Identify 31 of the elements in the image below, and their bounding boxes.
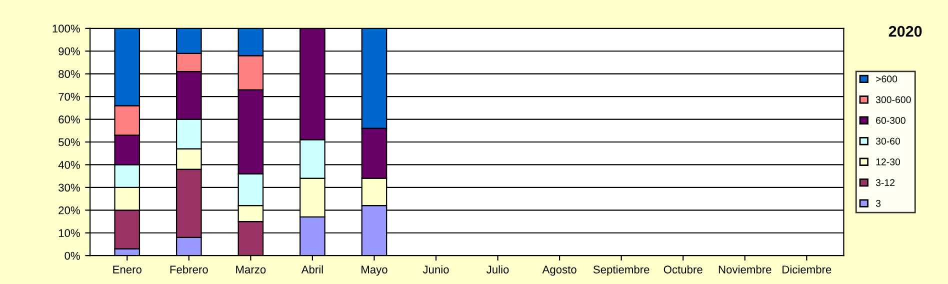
legend-label: 30-60 [876, 138, 900, 145]
y-tick-label: 90% [58, 47, 80, 56]
y-tick-label: 10% [58, 229, 80, 238]
legend-label: 60-300 [876, 116, 906, 124]
x-tick-label: Marzo [236, 266, 266, 274]
x-tick-label: Febrero [170, 265, 208, 274]
text: 2020 [888, 26, 922, 37]
x-tick-label: Diciembre [782, 265, 832, 274]
y-tick-label: 40% [58, 160, 80, 169]
x-tick-label: Abril [301, 265, 323, 274]
legend-label: 12-30 [876, 158, 900, 166]
x-tick-label: Junio [422, 265, 449, 274]
y-tick-label: 50% [58, 138, 80, 146]
x-tick-label: Julio [486, 265, 509, 274]
y-tick-label: 80% [58, 70, 80, 78]
legend-label: >600 [876, 76, 898, 82]
x-tick-label: Agosto [542, 266, 576, 276]
y-tick-label: 70% [58, 92, 80, 101]
y-tick-label: 0% [64, 252, 80, 260]
x-tick-label: Mayo [362, 266, 388, 276]
x-tick-label: Enero [113, 266, 142, 274]
legend-label: 3 [876, 200, 881, 207]
y-tick-label: 100% [52, 24, 80, 33]
legend-label: 3-12 [876, 179, 895, 186]
y-tick-label: 30% [58, 184, 80, 192]
x-tick-label: Octubre [664, 265, 702, 274]
legend-label: 300-600 [876, 96, 911, 104]
y-tick-label: 20% [58, 206, 80, 214]
x-tick-label: Noviembre [718, 265, 772, 274]
x-tick-label: Septiembre [593, 265, 650, 276]
y-tick-label: 60% [58, 116, 80, 124]
